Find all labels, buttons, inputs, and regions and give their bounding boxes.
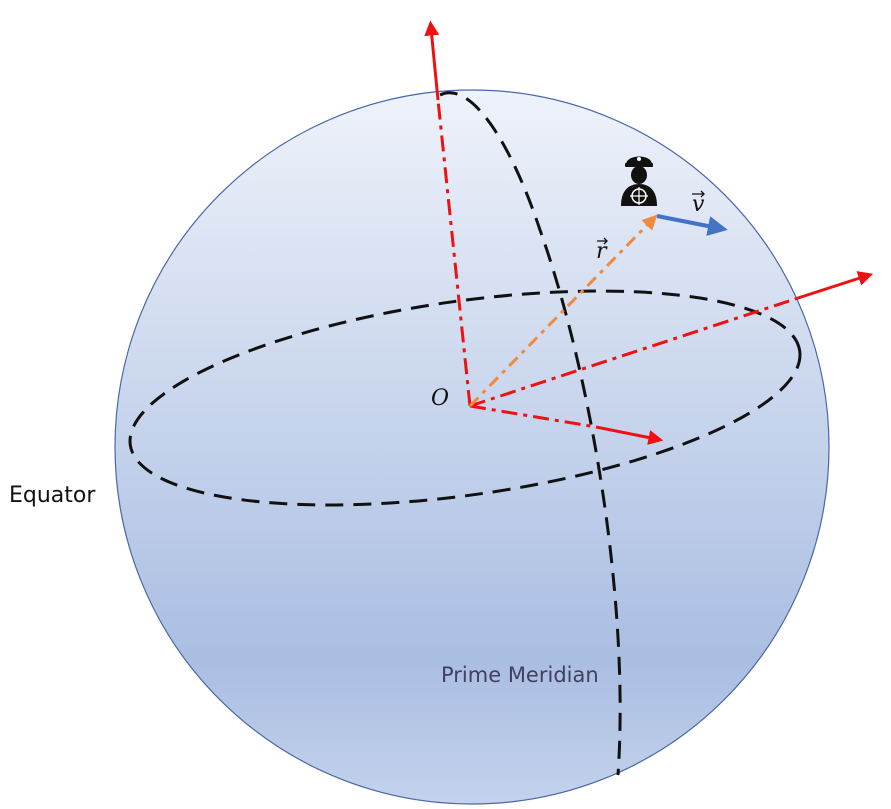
earth-sphere <box>115 90 829 804</box>
prime-meridian-label: Prime Meridian <box>441 663 599 687</box>
origin-label: O <box>431 386 449 411</box>
position-vector-symbol: r <box>596 239 608 264</box>
position-vector-label: r <box>596 238 608 264</box>
velocity-vector-label: v <box>692 191 705 217</box>
equator-label: Equator <box>9 483 96 508</box>
